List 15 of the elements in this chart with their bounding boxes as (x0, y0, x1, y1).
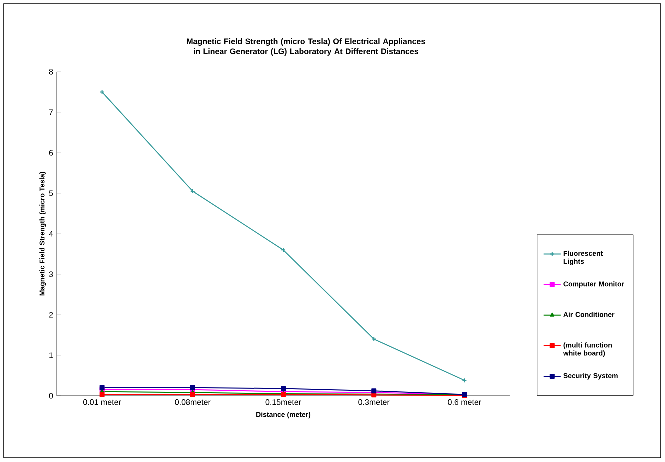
y-tick-label: 8 (49, 69, 54, 75)
x-tick-label: 0.01 meter (83, 400, 122, 406)
y-tick-label: 2 (49, 312, 54, 318)
y-tick-label: 3 (49, 272, 54, 278)
x-tick-label: 0.08meter (175, 400, 211, 406)
x-tick-label: 0.6 meter (448, 400, 482, 406)
y-tick-label: 5 (49, 190, 54, 196)
x-tick-label: 0.3meter (358, 400, 390, 406)
y-tick-label: 7 (49, 110, 54, 116)
y-tick-label: 0 (49, 393, 54, 399)
y-tick-label: 4 (49, 231, 54, 237)
x-tick-label: 0.15meter (266, 400, 302, 406)
chart-title: Magnetic Field Strength (micro Tesla) Of Electrical Appliances in Linear Generator (LG) Laboratory At Different Distances (187, 38, 426, 56)
y-tick-label: 1 (50, 352, 54, 358)
y-tick-label: 6 (49, 150, 54, 156)
